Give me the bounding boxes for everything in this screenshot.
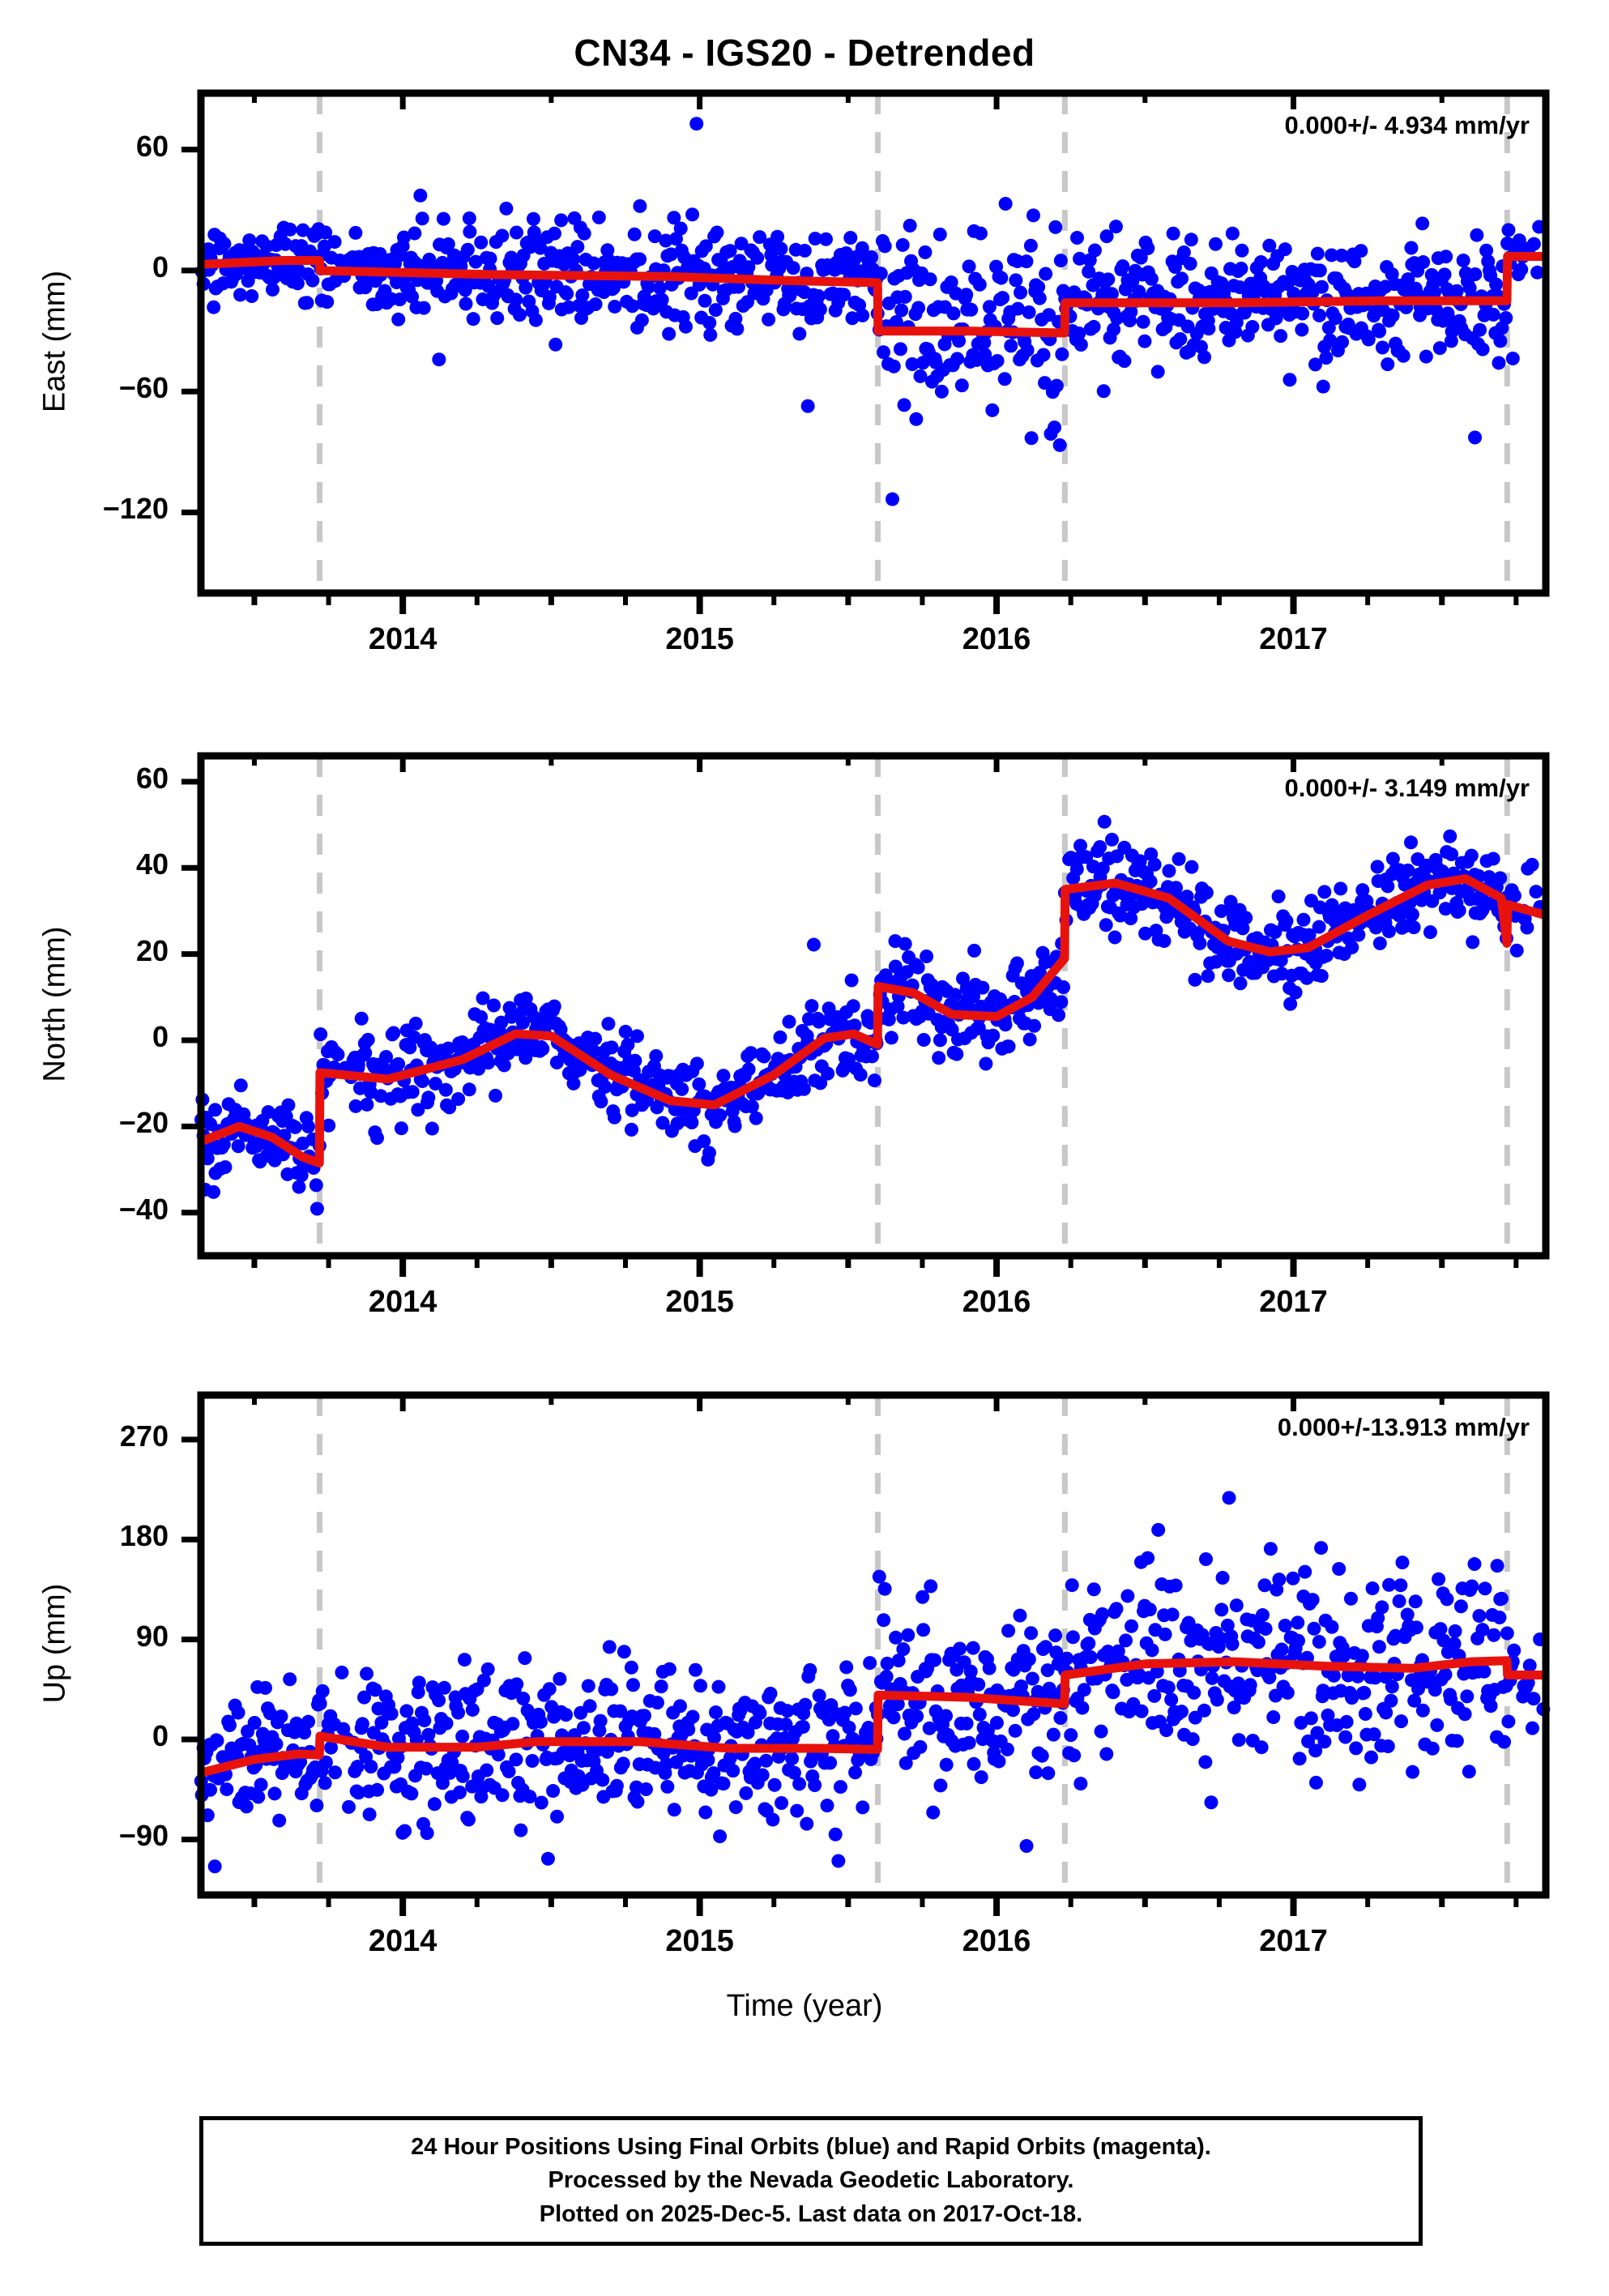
rate-annotation-up: 0.000+/-13.913 mm/yr <box>1277 1413 1530 1441</box>
y-tick-label: −90 <box>118 1819 169 1853</box>
y-tick-label: 0 <box>152 250 169 284</box>
y-axis-title-east: East (mm) <box>37 270 72 413</box>
model-fit-line <box>198 874 1547 1168</box>
model-fit-line <box>200 252 1546 338</box>
x-tick-label: 2017 <box>1259 622 1328 656</box>
y-tick-label: 0 <box>152 1719 169 1753</box>
footer-caption-box: 24 Hour Positions Using Final Orbits (bl… <box>199 2116 1423 2246</box>
x-tick-label: 2016 <box>962 622 1031 656</box>
footer-line-3: Plotted on 2025-Dec-5. Last data on 2017… <box>539 2200 1083 2227</box>
model-fit-line <box>199 1656 1546 1777</box>
y-tick-label: 180 <box>119 1519 169 1553</box>
x-tick-label: 2015 <box>665 622 734 656</box>
y-tick-label: −60 <box>118 371 169 405</box>
x-tick-label: 2016 <box>962 1285 1031 1319</box>
x-tick-label: 2016 <box>962 1924 1031 1958</box>
footer-line-2: Processed by the Nevada Geodetic Laborat… <box>548 2167 1074 2194</box>
x-tick-label: 2015 <box>665 1285 734 1319</box>
plot-frame <box>197 1391 1550 1899</box>
y-tick-label: 0 <box>152 1020 169 1054</box>
data-points-group <box>194 1491 1551 1874</box>
y-tick-label: 20 <box>135 933 169 967</box>
rate-annotation-east: 0.000+/- 4.934 mm/yr <box>1284 111 1530 139</box>
y-axis-title-north: North (mm) <box>37 926 72 1082</box>
footer-line-1: 24 Hour Positions Using Final Orbits (bl… <box>411 2134 1211 2161</box>
x-tick-label: 2017 <box>1259 1285 1328 1319</box>
data-points-group <box>194 814 1550 1216</box>
rate-annotation-north: 0.000+/- 3.149 mm/yr <box>1284 774 1530 802</box>
y-tick-label: −40 <box>118 1192 169 1226</box>
data-points-group <box>194 117 1547 506</box>
y-tick-label: 270 <box>119 1419 169 1453</box>
x-tick-label: 2014 <box>368 622 437 656</box>
x-tick-label: 2017 <box>1259 1924 1328 1958</box>
x-tick-label: 2015 <box>665 1924 734 1958</box>
y-tick-label: −120 <box>102 492 169 526</box>
plot-frame <box>197 752 1550 1260</box>
x-axis-title: Time (year) <box>726 1989 883 2023</box>
page-title: CN34 - IGS20 - Detrended <box>574 32 1035 74</box>
y-tick-label: 90 <box>135 1619 169 1653</box>
y-tick-label: 60 <box>135 761 169 795</box>
plot-frame <box>197 89 1550 597</box>
y-axis-title-up: Up (mm) <box>37 1583 72 1704</box>
x-tick-label: 2014 <box>368 1924 437 1958</box>
y-tick-label: 60 <box>135 129 169 163</box>
y-tick-label: 40 <box>135 847 169 881</box>
x-tick-label: 2014 <box>368 1285 437 1319</box>
y-tick-label: −20 <box>118 1106 169 1140</box>
